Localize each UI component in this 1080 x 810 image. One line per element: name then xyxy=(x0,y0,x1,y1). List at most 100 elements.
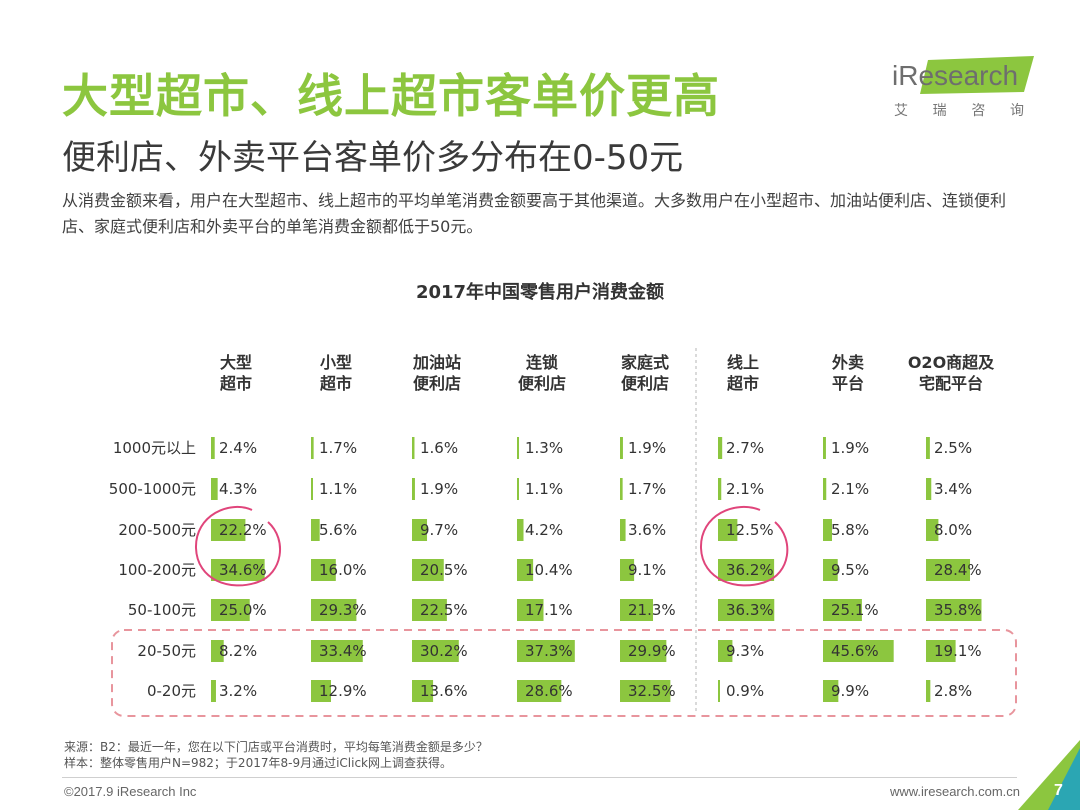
value-label: 2.4% xyxy=(219,439,257,457)
page-number: 7 xyxy=(1054,782,1063,799)
footer-divider xyxy=(62,777,1017,778)
value-label: 3.2% xyxy=(219,682,257,700)
value-label: 2.8% xyxy=(934,682,972,700)
row-label: 500-1000元 xyxy=(109,480,196,498)
bar xyxy=(412,437,415,459)
bar xyxy=(718,640,733,662)
value-label: 1.1% xyxy=(525,480,563,498)
bar xyxy=(823,680,839,702)
value-label: 8.0% xyxy=(934,521,972,539)
value-label: 36.3% xyxy=(726,601,774,619)
value-label: 1.7% xyxy=(319,439,357,457)
bar xyxy=(517,599,544,621)
highlight-circle xyxy=(194,505,282,587)
value-label: 33.4% xyxy=(319,642,367,660)
bar xyxy=(211,640,224,662)
value-label: 36.2% xyxy=(726,561,774,579)
value-label: 28.6% xyxy=(525,682,573,700)
bar xyxy=(311,519,320,541)
page-title: 大型超市、线上超市客单价更高 xyxy=(62,69,720,123)
logo-sub-char: 询 xyxy=(1009,103,1024,119)
logo-sub-char: 艾 xyxy=(894,103,908,119)
logo-sub-char: 瑞 xyxy=(932,103,947,119)
bar xyxy=(517,680,562,702)
bar xyxy=(718,680,720,702)
page-subtitle: 便利店、外卖平台客单价多分布在0-50元 xyxy=(62,138,684,178)
bar xyxy=(412,519,428,541)
value-label: 29.3% xyxy=(319,601,367,619)
bar xyxy=(718,437,723,459)
value-label: 1.6% xyxy=(420,439,458,457)
column-header: 加油站 xyxy=(412,353,461,372)
column-header: 家庭式 xyxy=(621,353,669,372)
value-label: 22.5% xyxy=(420,601,468,619)
value-label: 3.6% xyxy=(628,521,666,539)
value-label: 12.5% xyxy=(726,521,774,539)
bar xyxy=(823,599,862,621)
value-label: 5.8% xyxy=(831,521,869,539)
column-header: 超市 xyxy=(219,374,252,393)
value-label: 10.4% xyxy=(525,561,573,579)
row-label: 100-200元 xyxy=(118,561,196,579)
column-header: 超市 xyxy=(726,374,759,393)
logo-subtitle: 艾 瑞 咨 询 xyxy=(894,100,1024,120)
bar xyxy=(311,640,363,662)
bar xyxy=(620,599,654,621)
bar xyxy=(926,680,931,702)
value-label: 37.3% xyxy=(525,642,573,660)
bar xyxy=(718,478,722,500)
column-header: 便利店 xyxy=(518,374,566,393)
bar xyxy=(311,599,357,621)
bar xyxy=(823,640,894,662)
bar xyxy=(412,599,447,621)
column-header: 平台 xyxy=(832,374,864,393)
row-label: 1000元以上 xyxy=(113,439,196,457)
bar xyxy=(412,478,415,500)
value-label: 1.3% xyxy=(525,439,563,457)
value-label: 2.1% xyxy=(726,480,764,498)
bar xyxy=(823,519,832,541)
value-label: 1.9% xyxy=(420,480,458,498)
bar xyxy=(412,559,444,581)
bar xyxy=(718,559,775,581)
column-header: 线上 xyxy=(727,353,759,372)
value-label: 25.0% xyxy=(219,601,267,619)
value-label: 1.7% xyxy=(628,480,666,498)
value-label: 20.5% xyxy=(420,561,468,579)
value-label: 17.1% xyxy=(525,601,573,619)
source-note: 来源：B2：最近一年，您在以下门店或平台消费时，平均每笔消费金额是多少？ xyxy=(64,740,488,754)
page-corner-decoration xyxy=(1018,740,1080,810)
bar xyxy=(211,680,216,702)
bar xyxy=(517,559,534,581)
bar xyxy=(620,478,623,500)
copyright-text: ©2017.9 iResearch Inc xyxy=(64,784,197,799)
value-label: 9.9% xyxy=(831,682,869,700)
column-header: 大型 xyxy=(220,353,252,372)
value-label: 5.6% xyxy=(319,521,357,539)
bar xyxy=(311,680,331,702)
value-label: 1.9% xyxy=(628,439,666,457)
bar xyxy=(620,559,635,581)
value-label: 1.1% xyxy=(319,480,357,498)
highlight-dashed-box xyxy=(111,629,1017,717)
iresearch-logo: iResearch 艾 瑞 咨 询 xyxy=(890,56,1040,126)
logo-sub-char: 咨 xyxy=(971,103,986,119)
bar xyxy=(823,437,826,459)
value-label: 2.1% xyxy=(831,480,869,498)
column-header: 便利店 xyxy=(413,374,461,393)
website-text: www.iresearch.com.cn xyxy=(889,784,1020,799)
logo-wordmark: iResearch xyxy=(892,60,1019,91)
bar xyxy=(926,559,971,581)
bar xyxy=(211,437,215,459)
bar xyxy=(517,640,575,662)
bar xyxy=(517,519,524,541)
bar xyxy=(517,478,519,500)
value-label: 25.1% xyxy=(831,601,879,619)
value-label: 9.1% xyxy=(628,561,666,579)
column-header: 连锁 xyxy=(526,353,558,372)
bar xyxy=(311,478,313,500)
row-label: 200-500元 xyxy=(118,521,196,539)
value-label: 9.5% xyxy=(831,561,869,579)
row-label: 20-50元 xyxy=(137,642,196,660)
